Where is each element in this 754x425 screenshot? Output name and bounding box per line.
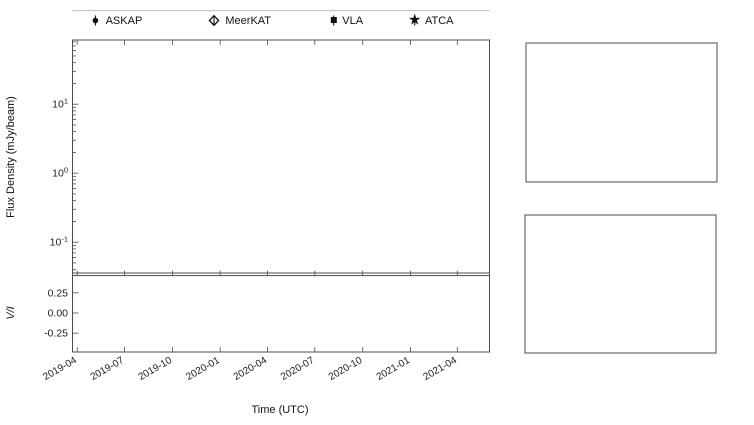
svg-text:VLA: VLA	[342, 15, 363, 27]
svg-text:V/I: V/I	[5, 306, 17, 319]
svg-text:Time (UTC): Time (UTC)	[251, 404, 308, 416]
svg-text:0.25: 0.25	[48, 287, 69, 299]
svg-text:ASKAP: ASKAP	[106, 15, 143, 27]
svg-text:★: ★	[408, 12, 421, 29]
svg-text:MeerKAT: MeerKAT	[225, 15, 271, 27]
svg-text:0.00: 0.00	[48, 308, 69, 320]
svg-text:ATCA: ATCA	[425, 15, 454, 27]
svg-text:Flux Density (mJy/beam): Flux Density (mJy/beam)	[5, 96, 17, 218]
svg-text:-0.25: -0.25	[44, 328, 68, 340]
